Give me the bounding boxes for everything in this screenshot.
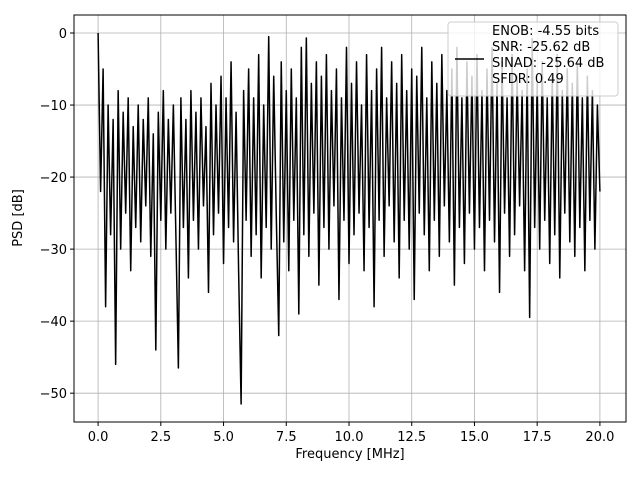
x-tick-label: 12.5	[397, 430, 426, 445]
x-tick-label: 20.0	[585, 430, 614, 445]
ticks: 0.0 2.5 5.0 7.5 10.0 12.5 15.0 17.5 20.0 −50 −40 −3…	[40, 27, 615, 445]
legend-box	[447, 21, 619, 97]
y-tick-label: −10	[40, 99, 67, 114]
x-tick-label: 2.5	[150, 430, 171, 445]
x-tick-label: 10.0	[335, 430, 364, 445]
psd-line	[97, 32, 601, 405]
y-tick-label: −20	[40, 171, 67, 186]
x-tick-label: 5.0	[213, 430, 234, 445]
x-tick-label: 0.0	[88, 430, 109, 445]
x-tick-label: 17.5	[523, 430, 552, 445]
y-tick-label: −40	[40, 315, 67, 330]
y-tick-label: −50	[40, 387, 67, 402]
y-tick-label: 0	[59, 27, 67, 42]
x-tick-label: 15.0	[460, 430, 489, 445]
y-axis-label: PSD [dB]	[11, 189, 26, 247]
y-tick-label: −30	[40, 243, 67, 258]
plot-area	[97, 32, 601, 405]
legend-label: ENOB: -4.55 bits SNR: -25.62 dB SINAD: -…	[492, 24, 605, 87]
x-tick-label: 7.5	[276, 430, 297, 445]
axes-frame	[73, 14, 627, 423]
x-axis-label: Frequency [MHz]	[295, 447, 404, 462]
